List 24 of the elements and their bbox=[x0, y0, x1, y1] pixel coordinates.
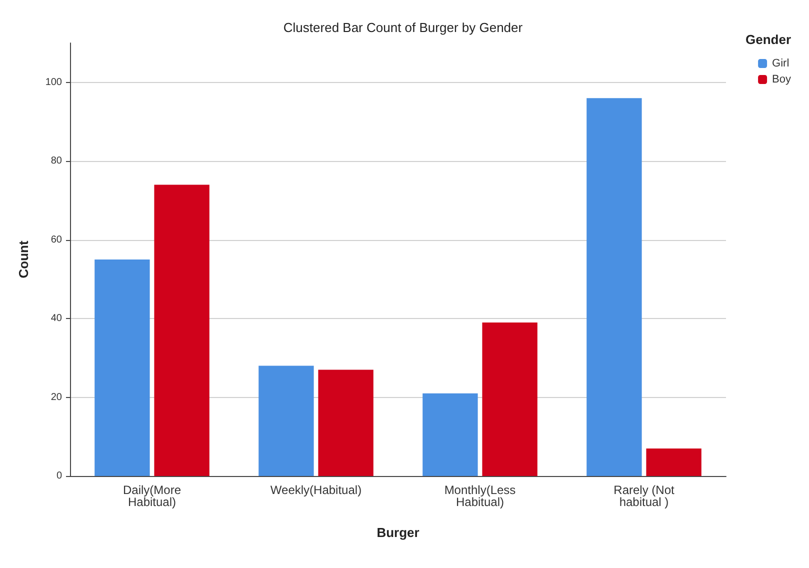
legend-label: Boy bbox=[772, 74, 792, 86]
x-tick-label: Monthly(Less Habitual) bbox=[444, 483, 516, 509]
y-tick-label: 0 bbox=[56, 470, 62, 482]
legend-title: Gender bbox=[745, 32, 792, 47]
y-axis-title: Count bbox=[16, 240, 31, 278]
y-tick-label: 100 bbox=[45, 76, 62, 88]
bar bbox=[586, 98, 642, 476]
y-tick-label: 20 bbox=[50, 392, 62, 403]
x-tick-label: Weekly(Habitual) bbox=[270, 483, 362, 497]
bar bbox=[482, 322, 538, 476]
legend-label: Girl bbox=[772, 58, 790, 70]
x-axis-title: Burger bbox=[376, 525, 420, 540]
bar bbox=[258, 366, 314, 476]
bar bbox=[154, 184, 210, 476]
bar bbox=[422, 393, 478, 476]
bar bbox=[646, 448, 702, 476]
bar bbox=[318, 370, 374, 476]
x-tick-label: Rarely (Not habitual ) bbox=[614, 483, 675, 509]
y-tick-label: 80 bbox=[50, 156, 62, 167]
x-tick-label: Daily(More Habitual) bbox=[122, 483, 182, 509]
chart-title: Clustered Bar Count of Burger by Gender bbox=[283, 20, 524, 35]
y-tick-label: 40 bbox=[50, 313, 62, 324]
y-tick-label: 60 bbox=[50, 234, 62, 246]
bar bbox=[94, 260, 150, 476]
